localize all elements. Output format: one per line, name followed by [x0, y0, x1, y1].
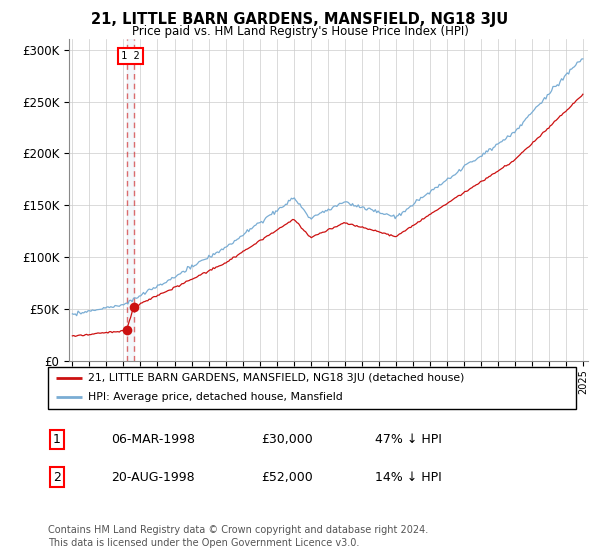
- Text: £52,000: £52,000: [261, 470, 313, 484]
- Text: 2: 2: [53, 470, 61, 484]
- Text: 21, LITTLE BARN GARDENS, MANSFIELD, NG18 3JU: 21, LITTLE BARN GARDENS, MANSFIELD, NG18…: [91, 12, 509, 27]
- Text: 1: 1: [53, 433, 61, 446]
- Text: 47% ↓ HPI: 47% ↓ HPI: [375, 433, 442, 446]
- Text: £30,000: £30,000: [261, 433, 313, 446]
- Text: Contains HM Land Registry data © Crown copyright and database right 2024.
This d: Contains HM Land Registry data © Crown c…: [48, 525, 428, 548]
- Bar: [127, 39, 134, 361]
- FancyBboxPatch shape: [48, 367, 576, 409]
- Text: 14% ↓ HPI: 14% ↓ HPI: [375, 470, 442, 484]
- Text: 06-MAR-1998: 06-MAR-1998: [111, 433, 195, 446]
- Text: 1 2: 1 2: [121, 51, 140, 61]
- Text: HPI: Average price, detached house, Mansfield: HPI: Average price, detached house, Mans…: [88, 393, 343, 403]
- Text: 20-AUG-1998: 20-AUG-1998: [111, 470, 194, 484]
- Text: 21, LITTLE BARN GARDENS, MANSFIELD, NG18 3JU (detached house): 21, LITTLE BARN GARDENS, MANSFIELD, NG18…: [88, 373, 464, 383]
- Text: Price paid vs. HM Land Registry's House Price Index (HPI): Price paid vs. HM Land Registry's House …: [131, 25, 469, 38]
